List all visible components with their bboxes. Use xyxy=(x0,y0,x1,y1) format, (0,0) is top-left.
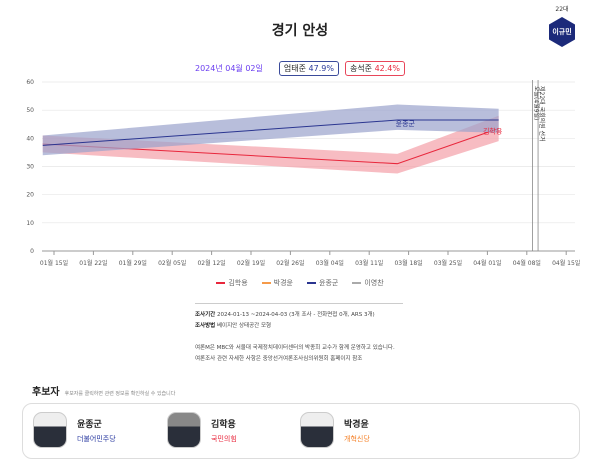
leader2-value: 42.4% xyxy=(374,64,400,73)
x-tick-label: 02월 05일 xyxy=(158,259,186,267)
period-label: 조사기간 xyxy=(195,312,216,318)
annotation-label: 오늘(4월9일) xyxy=(532,86,540,120)
legend-label: 이영찬 xyxy=(364,279,384,287)
x-tick-label: 03월 11일 xyxy=(355,259,383,267)
leader2-pill: 송석준 42.4% xyxy=(344,61,405,76)
candidate-name: 박경윤 xyxy=(344,419,369,430)
leader2-name: 송석준 xyxy=(349,64,373,73)
y-tick-label: 10 xyxy=(26,220,34,227)
legend-label: 박경윤 xyxy=(273,279,293,287)
candidate-party: 국민의힘 xyxy=(211,434,237,443)
legend-label: 김학용 xyxy=(228,279,248,287)
legend-item[interactable]: 박경윤 xyxy=(261,278,293,288)
legend-label: 윤종군 xyxy=(319,279,339,287)
generation-label: 22대 xyxy=(555,6,569,13)
series-label: 김학용 xyxy=(483,126,503,135)
series-line xyxy=(42,128,499,165)
x-tick-label: 04월 01일 xyxy=(473,259,501,267)
series-label: 윤종군 xyxy=(396,120,416,128)
y-tick-label: 50 xyxy=(26,107,34,114)
legend-item[interactable]: 이영찬 xyxy=(352,278,384,288)
legend-swatch xyxy=(307,282,316,284)
candidate-party: 더불어민주당 xyxy=(77,434,116,443)
candidate-name: 김학용 xyxy=(211,419,236,430)
confidence-band xyxy=(42,115,499,174)
legend-swatch xyxy=(261,282,271,284)
y-tick-label: 40 xyxy=(26,135,34,142)
series-line xyxy=(42,119,499,146)
x-tick-label: 04월 15일 xyxy=(552,259,580,267)
candidates-hint: 후보자를 클릭하면 관련 정보를 확인하실 수 있습니다 xyxy=(64,391,176,397)
x-tick-label: 01월 29일 xyxy=(119,259,147,267)
poll-chart: 0 10 20 30 40 50 60 01월 15일 01월 22일 01월 29일 02월 05… xyxy=(26,79,580,267)
legend-swatch xyxy=(216,282,226,284)
y-tick-label: 60 xyxy=(26,79,34,86)
x-tick-label: 04월 08일 xyxy=(513,259,541,267)
x-tick-label: 02월 19일 xyxy=(237,259,265,267)
x-tick-label: 03월 25일 xyxy=(434,259,462,267)
legend-swatch xyxy=(352,282,362,284)
legend-item[interactable]: 윤종군 xyxy=(307,278,338,288)
x-tick-label: 01월 22일 xyxy=(79,259,107,267)
method-label: 조사방법 xyxy=(195,323,216,329)
candidates-heading: 후보자 후보자를 클릭하면 관련 정보를 확인하실 수 있습니다 xyxy=(32,383,175,398)
chart-legend: 김학용 박경윤 윤종군 이영찬 xyxy=(0,278,600,288)
x-tick-label: 03월 18일 xyxy=(394,259,422,267)
summary-row: 2024년 04월 02일 엄태준 47.9% 송석준 42.4% xyxy=(0,61,600,76)
survey-notes: 조사기간 2024-01-13 ~2024-04-03 (3개 조사 - 전화면… xyxy=(195,303,403,365)
candidate-photo xyxy=(33,412,67,448)
incumbent-badge[interactable]: 22대 이규민 xyxy=(545,4,579,47)
x-tick-label: 03월 04일 xyxy=(316,259,344,267)
candidate-photo xyxy=(167,412,201,448)
note-line: 여론조사 관련 자세한 사항은 중앙선거여론조사심의위원회 홈페이지 참조 xyxy=(195,356,363,362)
period-value: 2024-01-13 ~2024-04-03 (3개 조사 - 전화면접 0개,… xyxy=(217,312,375,318)
summary-date: 2024년 04월 02일 xyxy=(194,64,263,73)
candidate-name: 윤종군 xyxy=(77,419,102,430)
y-tick-label: 20 xyxy=(26,192,34,199)
y-tick-label: 0 xyxy=(30,248,34,255)
annotation-label: 제22대 국회의원 선거 xyxy=(538,86,546,142)
candidate-party: 개혁신당 xyxy=(344,434,370,443)
leader1-pill: 엄태준 47.9% xyxy=(278,61,339,76)
x-tick-label: 02월 26일 xyxy=(276,259,304,267)
x-tick-label: 01월 15일 xyxy=(40,259,68,267)
leader1-value: 47.9% xyxy=(308,64,334,73)
candidates-title: 후보자 xyxy=(32,387,60,398)
page-title: 경기 안성 xyxy=(271,23,329,39)
candidate-photo xyxy=(300,412,334,448)
note-line: 여론M은 MBC와 서울대 국제정치데이터센터의 박종희 교수가 함께 운영하고… xyxy=(195,345,395,351)
legend-item[interactable]: 김학용 xyxy=(216,278,248,288)
leader1-name: 엄태준 xyxy=(283,64,306,73)
y-tick-label: 30 xyxy=(26,164,34,171)
x-tick-label: 02월 12일 xyxy=(197,259,225,267)
method-value: 베이지안 상태공간 모형 xyxy=(217,323,272,329)
confidence-band xyxy=(42,104,499,156)
